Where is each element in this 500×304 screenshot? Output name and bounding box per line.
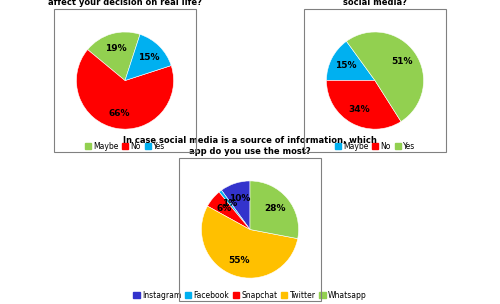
Title: In case social media is a source of information, which
app do you use the most?: In case social media is a source of info…: [123, 136, 377, 156]
Legend: Maybe, No, Yes: Maybe, No, Yes: [82, 139, 168, 154]
Text: 15%: 15%: [138, 53, 159, 62]
Text: 34%: 34%: [348, 105, 370, 114]
Text: 51%: 51%: [392, 57, 413, 67]
Text: 66%: 66%: [108, 109, 130, 118]
Legend: Instagram, Facebook, Snapchat, Twitter, Whatsapp: Instagram, Facebook, Snapchat, Twitter, …: [130, 288, 370, 303]
Text: 15%: 15%: [335, 61, 356, 70]
Wedge shape: [88, 32, 140, 81]
Wedge shape: [76, 50, 174, 129]
Wedge shape: [208, 192, 250, 230]
Text: 10%: 10%: [229, 194, 250, 202]
Wedge shape: [202, 206, 298, 278]
Wedge shape: [326, 41, 375, 81]
Text: 19%: 19%: [105, 44, 126, 53]
Text: 55%: 55%: [228, 256, 250, 265]
Wedge shape: [250, 181, 298, 239]
Wedge shape: [346, 32, 424, 122]
Text: 1%: 1%: [222, 199, 238, 208]
Wedge shape: [222, 181, 250, 230]
Text: 6%: 6%: [217, 204, 232, 213]
Text: 28%: 28%: [264, 204, 286, 213]
Title: Have you received information regarding vaccines on
social media?: Have you received information regarding …: [248, 0, 500, 7]
Legend: Maybe, No, Yes: Maybe, No, Yes: [332, 139, 418, 154]
Wedge shape: [219, 190, 250, 230]
Title: Does information on social media regarding vaccines
affect your decision on real: Does information on social media regardi…: [0, 0, 251, 7]
Wedge shape: [125, 34, 171, 81]
Wedge shape: [326, 81, 401, 129]
